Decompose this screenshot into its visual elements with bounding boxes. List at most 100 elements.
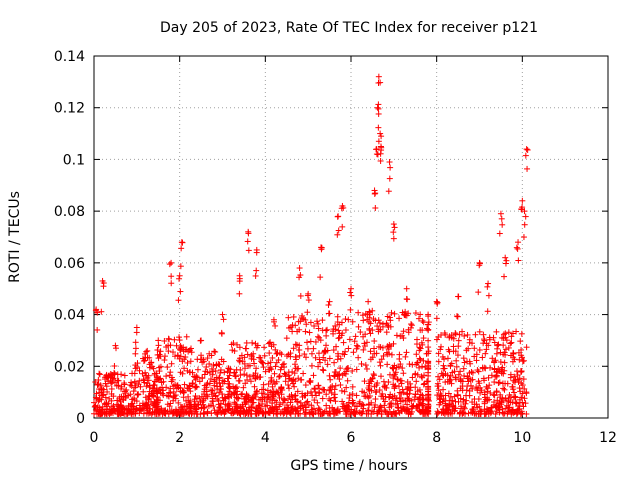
data-point <box>235 395 242 402</box>
data-point <box>102 394 109 401</box>
data-point <box>419 374 426 381</box>
data-point <box>344 403 351 410</box>
data-point <box>407 384 414 391</box>
data-point <box>416 364 423 371</box>
data-point <box>139 355 146 362</box>
data-point <box>375 79 382 86</box>
data-point <box>425 326 432 333</box>
data-point <box>172 392 179 399</box>
data-point <box>103 401 110 408</box>
data-point <box>176 355 183 362</box>
data-point <box>510 350 517 357</box>
data-point <box>167 390 174 397</box>
data-point <box>181 403 188 410</box>
data-point <box>308 350 315 357</box>
data-point <box>115 402 122 409</box>
data-point <box>145 395 152 402</box>
data-point <box>469 385 476 392</box>
data-point <box>440 396 447 403</box>
data-point <box>192 383 199 390</box>
data-point <box>386 175 393 182</box>
data-point <box>96 396 103 403</box>
data-point <box>302 354 309 361</box>
data-point <box>132 384 139 391</box>
data-point <box>355 323 362 330</box>
data-point <box>365 401 372 408</box>
data-point <box>377 403 384 410</box>
data-point <box>402 312 409 319</box>
data-point <box>368 387 375 394</box>
data-point <box>508 333 515 340</box>
data-point <box>132 350 139 357</box>
data-point <box>194 356 201 363</box>
data-point <box>491 339 498 346</box>
data-point <box>377 362 384 369</box>
data-point <box>361 340 368 347</box>
data-point <box>155 355 162 362</box>
data-point <box>332 326 339 333</box>
data-point <box>517 338 524 345</box>
data-point <box>376 359 383 366</box>
data-point <box>511 356 518 363</box>
data-point <box>434 383 441 390</box>
data-point <box>336 334 343 341</box>
data-point <box>149 400 156 407</box>
data-point <box>234 394 241 401</box>
data-point <box>473 384 480 391</box>
data-point <box>232 372 239 379</box>
data-point <box>154 406 161 413</box>
data-point <box>292 322 299 329</box>
data-point <box>207 376 214 383</box>
data-point <box>390 340 397 347</box>
data-point <box>238 391 245 398</box>
data-point-peak <box>485 280 492 287</box>
data-point-peak <box>519 197 526 204</box>
data-point <box>92 394 99 401</box>
chart-title: Day 205 of 2023, Rate Of TEC Index for r… <box>160 20 538 36</box>
data-point <box>282 378 289 385</box>
data-point <box>304 345 311 352</box>
data-point <box>349 383 356 390</box>
data-point <box>495 379 502 386</box>
data-point <box>334 231 341 238</box>
data-point <box>395 383 402 390</box>
data-point <box>413 341 420 348</box>
data-point <box>409 374 416 381</box>
data-point <box>267 389 274 396</box>
data-point <box>463 358 470 365</box>
data-point <box>520 234 527 241</box>
data-point <box>481 410 488 417</box>
data-point <box>449 397 456 404</box>
data-point <box>341 388 348 395</box>
data-point <box>270 410 277 417</box>
data-point <box>521 385 528 392</box>
data-point <box>518 354 525 361</box>
data-point <box>168 360 175 367</box>
data-point <box>314 318 321 325</box>
data-point <box>445 409 452 416</box>
data-point <box>346 395 353 402</box>
data-point <box>435 333 442 340</box>
data-point <box>312 354 319 361</box>
data-point <box>372 396 379 403</box>
data-point <box>95 377 102 384</box>
data-point <box>518 410 525 417</box>
data-point <box>285 381 292 388</box>
data-point <box>121 372 128 379</box>
data-point <box>244 351 251 358</box>
data-point <box>244 238 251 245</box>
data-point <box>168 280 175 287</box>
data-point <box>408 397 415 404</box>
data-point <box>419 341 426 348</box>
data-point <box>219 391 226 398</box>
data-point <box>378 133 385 140</box>
data-point <box>165 335 172 342</box>
data-point <box>280 395 287 402</box>
data-point <box>405 326 412 333</box>
data-point <box>182 354 189 361</box>
data-point <box>490 399 497 406</box>
data-point <box>493 369 500 376</box>
data-point <box>401 406 408 413</box>
data-point <box>400 389 407 396</box>
data-point <box>181 365 188 372</box>
